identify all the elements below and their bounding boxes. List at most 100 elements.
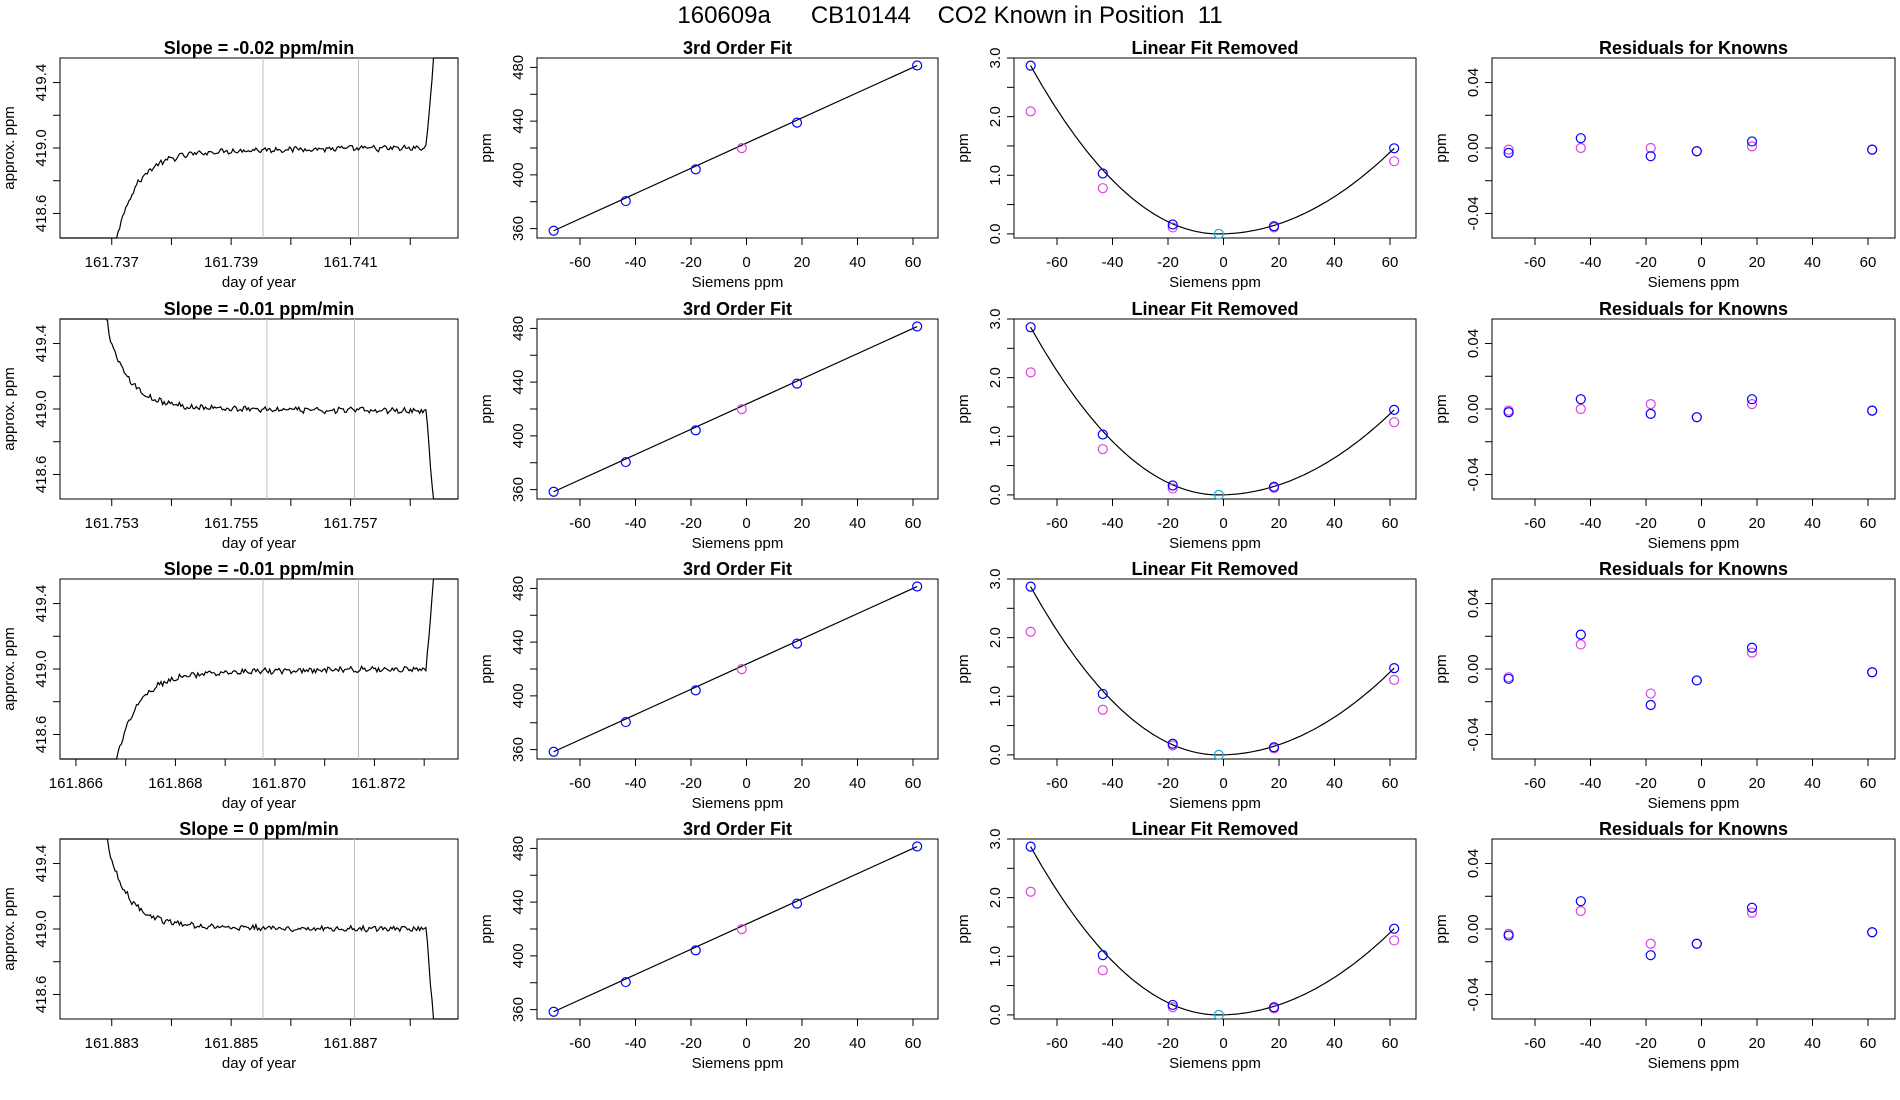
x-axis-label: Siemens ppm bbox=[1648, 535, 1740, 552]
y-tick-label: 418.6 bbox=[33, 976, 50, 1014]
data-point-magenta bbox=[1389, 935, 1400, 946]
data-point bbox=[912, 841, 923, 852]
y-tick-label: 2.0 bbox=[987, 627, 1004, 648]
x-tick-label: 40 bbox=[1326, 515, 1343, 532]
x-tick-label: 40 bbox=[1326, 775, 1343, 792]
data-point-blue bbox=[1268, 221, 1280, 232]
y-tick-label: 418.6 bbox=[33, 456, 50, 494]
y-axis-label: ppm bbox=[1433, 133, 1450, 162]
x-tick-label: 40 bbox=[849, 254, 866, 271]
residual-point-magenta bbox=[1746, 907, 1758, 918]
y-tick-label: 418.6 bbox=[33, 195, 50, 233]
concentration-trace bbox=[60, 318, 458, 500]
data-point bbox=[736, 404, 747, 415]
y-tick-label: 3.0 bbox=[987, 48, 1004, 69]
x-tick-label: 60 bbox=[1382, 515, 1399, 532]
residual-point-blue bbox=[1645, 408, 1656, 420]
residual-point-blue bbox=[1746, 394, 1758, 405]
y-tick-label: 419.0 bbox=[33, 129, 50, 167]
panel-title: Slope = -0.02 ppm/min bbox=[164, 38, 355, 58]
quadratic-fit-curve bbox=[1030, 65, 1395, 235]
x-tick-label: 0 bbox=[742, 775, 750, 792]
y-tick-label: -0.04 bbox=[1465, 717, 1482, 751]
y-tick-label: 480 bbox=[510, 576, 527, 601]
residual-point-blue bbox=[1691, 938, 1702, 949]
y-axis-label: ppm bbox=[478, 654, 495, 683]
panel-title: 3rd Order Fit bbox=[683, 299, 792, 319]
data-point-magenta bbox=[1389, 156, 1400, 167]
x-tick-label: -60 bbox=[1046, 515, 1068, 532]
x-axis-label: Siemens ppm bbox=[1169, 535, 1261, 552]
data-point-blue bbox=[1167, 999, 1178, 1011]
x-tick-label: 20 bbox=[1749, 515, 1766, 532]
plot-frame bbox=[1013, 318, 1417, 500]
panel-title: Residuals for Knowns bbox=[1599, 819, 1788, 839]
x-tick-label: -40 bbox=[625, 254, 647, 271]
y-tick-label: 2.0 bbox=[987, 887, 1004, 908]
panel-title: Slope = -0.01 ppm/min bbox=[164, 559, 355, 579]
panel-r1-c1: 3rd Order Fit Siemens ppm ppm -60 -40 -20 0 20 4… bbox=[478, 299, 939, 552]
concentration-trace bbox=[60, 578, 458, 760]
data-point bbox=[620, 195, 631, 207]
residual-point-blue bbox=[1746, 642, 1758, 653]
x-tick-label: 40 bbox=[849, 1035, 866, 1052]
residual-point-blue bbox=[1503, 930, 1514, 941]
residual-point-magenta bbox=[1575, 403, 1586, 415]
x-tick-label: 0 bbox=[1219, 775, 1227, 792]
panel-title: Residuals for Knowns bbox=[1599, 38, 1788, 58]
data-point bbox=[736, 143, 747, 154]
data-point bbox=[736, 664, 747, 675]
x-axis-label: Siemens ppm bbox=[1169, 795, 1261, 812]
data-point bbox=[548, 225, 559, 236]
residual-point-blue bbox=[1645, 950, 1656, 961]
residual-point-magenta bbox=[1645, 398, 1656, 410]
x-tick-label: 20 bbox=[1749, 775, 1766, 792]
residual-point-blue bbox=[1575, 629, 1586, 640]
plot-frame bbox=[1013, 578, 1417, 760]
residual-point-blue bbox=[1503, 673, 1514, 684]
y-tick-label: 400 bbox=[510, 162, 527, 187]
y-axis-label: ppm bbox=[955, 654, 972, 683]
x-tick-label: -40 bbox=[1580, 254, 1602, 271]
data-point bbox=[791, 117, 803, 128]
data-point bbox=[791, 898, 803, 909]
x-tick-label: 20 bbox=[1749, 1035, 1766, 1052]
y-axis-label: approx. ppm bbox=[1, 106, 18, 189]
y-tick-label: 440 bbox=[510, 630, 527, 655]
residual-point-blue bbox=[1691, 675, 1702, 686]
x-tick-label: 0 bbox=[1697, 254, 1705, 271]
y-axis-label: ppm bbox=[478, 133, 495, 162]
residual-point-blue bbox=[1503, 407, 1514, 418]
data-point-blue bbox=[1268, 1002, 1280, 1013]
x-tick-label: 20 bbox=[1271, 775, 1288, 792]
panel-r2-c1: 3rd Order Fit Siemens ppm ppm -60 -40 -20 0 20 4… bbox=[478, 559, 939, 812]
x-axis-label: Siemens ppm bbox=[1169, 274, 1261, 291]
residual-point-magenta bbox=[1746, 647, 1758, 658]
data-point bbox=[736, 924, 747, 935]
x-tick-label: 0 bbox=[1219, 1035, 1227, 1052]
y-axis-label: approx. ppm bbox=[1, 887, 18, 970]
data-point bbox=[791, 378, 803, 389]
data-point bbox=[791, 638, 803, 649]
x-tick-label: 161.883 bbox=[85, 1035, 139, 1052]
data-point-blue bbox=[1213, 489, 1224, 500]
panel-title: Residuals for Knowns bbox=[1599, 299, 1788, 319]
y-tick-label: 1.0 bbox=[987, 686, 1004, 707]
x-axis-label: Siemens ppm bbox=[692, 1055, 784, 1072]
x-tick-label: 60 bbox=[1382, 1035, 1399, 1052]
fit-line bbox=[553, 64, 918, 232]
x-tick-label: -60 bbox=[569, 254, 591, 271]
data-point-magenta bbox=[1025, 106, 1036, 117]
x-axis-label: Siemens ppm bbox=[692, 795, 784, 812]
y-tick-label: 0.04 bbox=[1465, 329, 1482, 358]
data-point-magenta bbox=[1097, 444, 1108, 455]
data-point-blue bbox=[1025, 841, 1036, 852]
data-point-magenta bbox=[1025, 626, 1036, 637]
y-axis-label: approx. ppm bbox=[1, 627, 18, 710]
x-axis-label: day of year bbox=[222, 274, 296, 291]
x-tick-label: 0 bbox=[742, 1035, 750, 1052]
data-point bbox=[548, 1006, 559, 1017]
data-point bbox=[912, 60, 923, 71]
